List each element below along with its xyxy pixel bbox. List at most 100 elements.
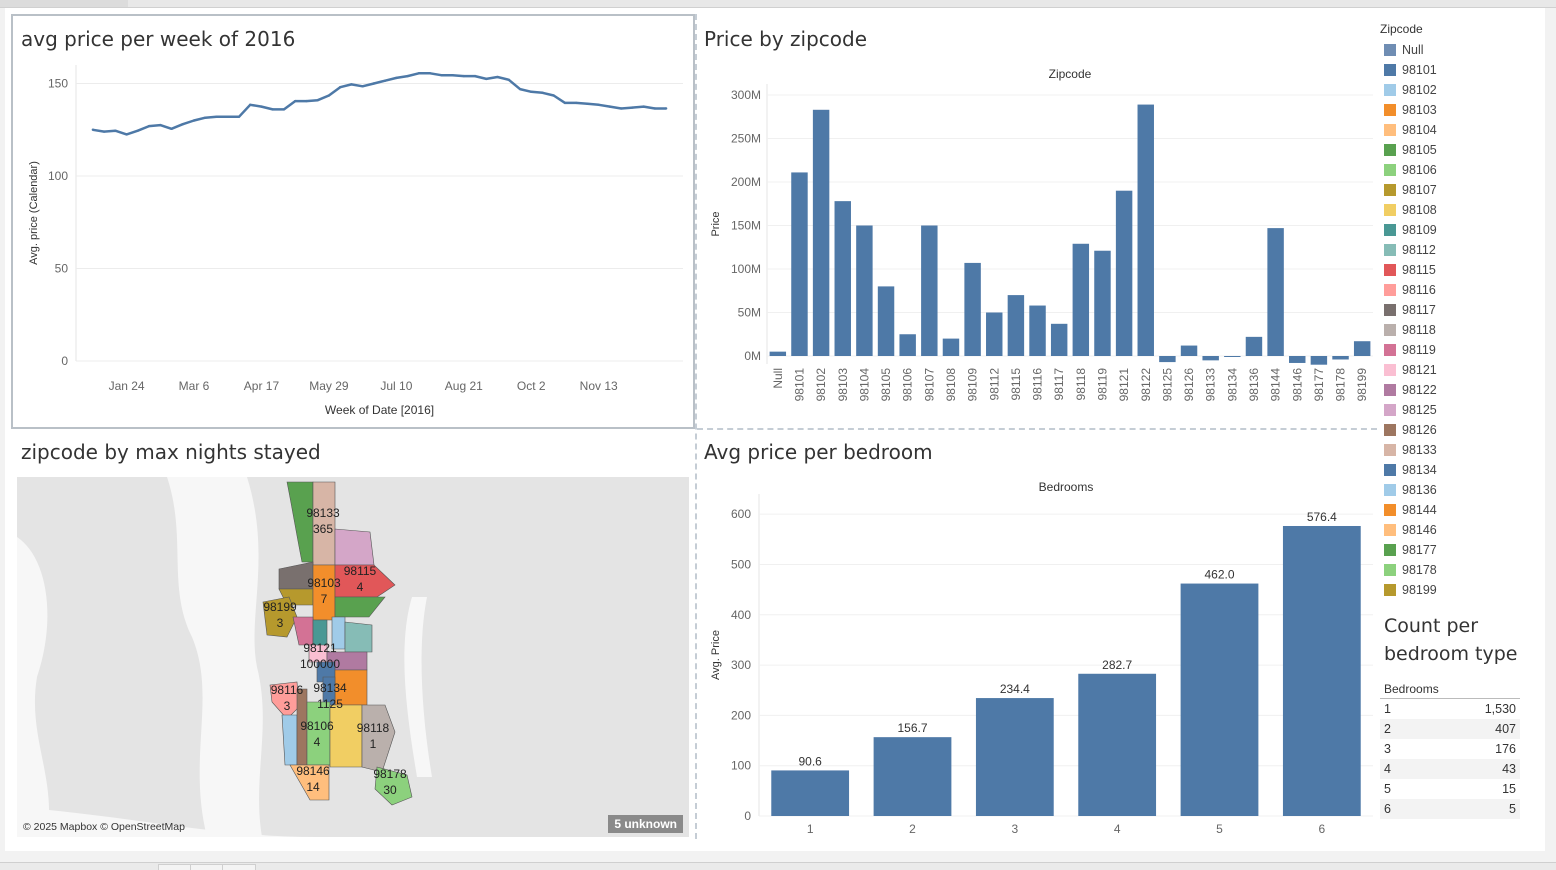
sheet-tab-3[interactable] [222,864,256,870]
legend-item-98108[interactable]: 98108 [1380,200,1540,220]
line-point [631,106,634,109]
legend-item-98199[interactable]: 98199 [1380,580,1540,600]
legend-item-98115[interactable]: 98115 [1380,260,1540,280]
unknown-badge[interactable]: 5 unknown [608,815,683,833]
legend-item-98116[interactable]: 98116 [1380,280,1540,300]
line-point [271,108,274,111]
count-row[interactable]: 4 43 [1380,759,1520,779]
legend-label: 98109 [1402,223,1437,237]
count-row[interactable]: 5 15 [1380,779,1520,799]
bar-98125 [1159,356,1176,363]
count-row[interactable]: 2 407 [1380,719,1520,739]
bedrooms-cell: 1 [1384,702,1391,716]
line-point [608,105,612,108]
legend-item-98177[interactable]: 98177 [1380,540,1540,560]
x-tick-label: 98104 [857,368,871,402]
x-tick-label: Jan 24 [109,379,145,393]
legend-swatch [1384,44,1396,56]
zip-area-98105 [334,596,386,618]
x-tick-label: 98134 [1225,368,1239,402]
water-left [17,537,50,837]
x-tick-label: 6 [1318,822,1325,836]
sheet-tab-1[interactable] [158,864,192,870]
bar-98144 [1267,228,1284,356]
y-tick-label: 300M [731,88,761,102]
bar-98118 [1072,243,1090,356]
count-row[interactable]: 1 1,530 [1380,699,1520,720]
legend-item-98134[interactable]: 98134 [1380,460,1540,480]
x-tick-label: 98103 [836,368,850,402]
legend-item-98109[interactable]: 98109 [1380,220,1540,240]
bar-98109 [964,262,981,356]
line-point [249,103,252,106]
x-tick-label: Jul 10 [380,379,412,393]
water-bottom [17,807,317,837]
legend-item-98101[interactable]: 98101 [1380,60,1540,80]
legend-item-98118[interactable]: 98118 [1380,320,1540,340]
bar-98107 [921,225,938,356]
top-tab[interactable] [0,0,128,7]
x-tick-label: 98102 [814,368,828,402]
x-tick-label: May 29 [309,379,349,393]
line-point [653,107,657,110]
legend-label: Null [1402,43,1424,57]
legend-item-98122[interactable]: 98122 [1380,380,1540,400]
y-tick-label: 600 [731,507,751,521]
y-tick-label: 300 [731,658,751,672]
bar-98102 [812,109,830,356]
legend-item-98112[interactable]: 98112 [1380,240,1540,260]
bar-bedroom-6 [1282,525,1361,816]
zipcode-legend[interactable]: Zipcode Null 98101 98102 98103 98104 98105 981… [1380,20,1540,600]
legend-item-98117[interactable]: 98117 [1380,300,1540,320]
line-point [406,74,409,78]
legend-item-98146[interactable]: 98146 [1380,520,1540,540]
map-label-zip: 98106 [300,719,334,733]
map-label-value: 3 [277,616,284,630]
legend-item-98102[interactable]: 98102 [1380,80,1540,100]
line-point [170,127,173,131]
map-label-zip: 98134 [313,681,347,695]
legend-item-98107[interactable]: 98107 [1380,180,1540,200]
x-tick-label: 5 [1216,822,1223,836]
x-tick-label: 98112 [987,368,1001,401]
zip-area-98112 [344,621,373,653]
data-label: 462.0 [1204,568,1234,582]
legend-item-98126[interactable]: 98126 [1380,420,1540,440]
legend-item-98136[interactable]: 98136 [1380,480,1540,500]
bedroom-bar-chart[interactable]: Bedrooms 0 100 200 300 400 500 600 Avg. Price 90.… [697,470,1377,842]
x-tick-label: 98107 [922,368,936,402]
legend-item-98104[interactable]: 98104 [1380,120,1540,140]
legend-swatch [1384,584,1396,596]
zipcode-map[interactable]: 98133 365 98115 4 98103 7 98199 3 98121 100000 981… [17,477,689,837]
map-canvas[interactable]: 98133 365 98115 4 98103 7 98199 3 98121 100000 981… [17,477,689,837]
legend-item-98105[interactable]: 98105 [1380,140,1540,160]
bar-98104 [856,225,873,356]
legend-item-98178[interactable]: 98178 [1380,560,1540,580]
legend-item-98106[interactable]: 98106 [1380,160,1540,180]
count-table[interactable]: Bedrooms 1 1,530 2 407 3 176 4 43 5 15 6 5 [1380,680,1520,819]
line-point [192,119,196,122]
legend-item-98144[interactable]: 98144 [1380,500,1540,520]
count-row[interactable]: 3 176 [1380,739,1520,759]
line-point [642,105,645,108]
legend-label: 98103 [1402,103,1437,117]
count-cell: 1,530 [1484,702,1516,716]
sheet-tab-2[interactable] [190,864,224,870]
data-label: 576.4 [1307,510,1337,524]
zipcode-bar-chart[interactable]: Zipcode 0M 50M 100M 150M 200M 250M 300M Price Nul… [697,60,1377,425]
map-attribution[interactable]: © 2025 Mapbox © OpenStreetMap [23,821,185,833]
legend-swatch [1384,424,1396,436]
x-tick-label: 98109 [966,368,980,402]
divider-horizontal-right [697,428,1377,430]
line-chart[interactable]: 0 50 100 150 Jan 24 Mar 6 Apr 17 May 29 Jul 10 Au… [13,60,693,430]
legend-item-98119[interactable]: 98119 [1380,340,1540,360]
x-tick-label: Null [771,368,785,389]
legend-item-98125[interactable]: 98125 [1380,400,1540,420]
legend-item-Null[interactable]: Null [1380,40,1540,60]
legend-item-98103[interactable]: 98103 [1380,100,1540,120]
bar-98136 [1245,336,1263,356]
legend-item-98133[interactable]: 98133 [1380,440,1540,460]
legend-item-98121[interactable]: 98121 [1380,360,1540,380]
x-tick-label: 98199 [1355,368,1369,402]
